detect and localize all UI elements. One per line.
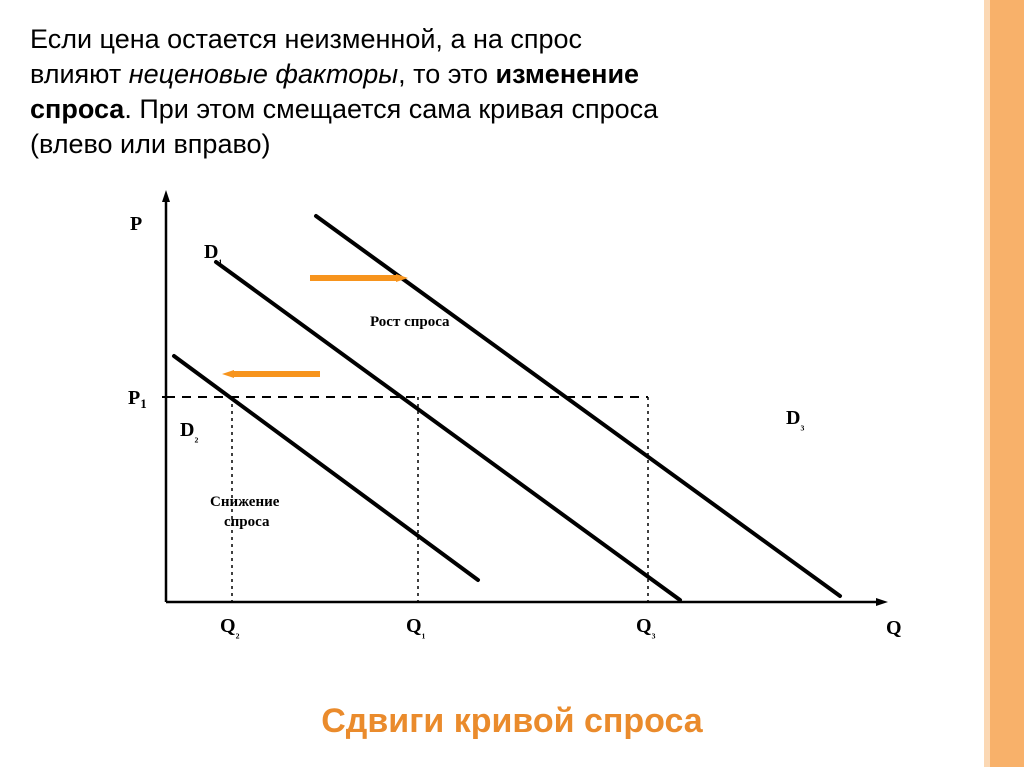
demand-chart: Q P P1 Q₂ Q₁ Q₃ D₂ D₁ D₃ Рост спроса Снижение спрос… bbox=[0, 0, 1024, 767]
svg-text:Q: Q bbox=[886, 617, 902, 639]
svg-text:Q₁: Q₁ bbox=[406, 615, 426, 639]
svg-text:спроса: спроса bbox=[224, 514, 270, 530]
svg-text:Снижение: Снижение bbox=[210, 494, 280, 510]
svg-text:D₃: D₃ bbox=[786, 407, 804, 431]
svg-text:D₁: D₁ bbox=[204, 241, 222, 265]
svg-text:Q₃: Q₃ bbox=[636, 615, 656, 639]
svg-text:D₂: D₂ bbox=[180, 419, 198, 443]
svg-text:Q₂: Q₂ bbox=[220, 615, 240, 639]
svg-text:Рост спроса: Рост спроса bbox=[370, 314, 450, 330]
chart-title: Сдвиги кривой спроса bbox=[0, 702, 1024, 741]
svg-text:P: P bbox=[130, 213, 142, 235]
svg-text:P1: P1 bbox=[128, 387, 147, 411]
